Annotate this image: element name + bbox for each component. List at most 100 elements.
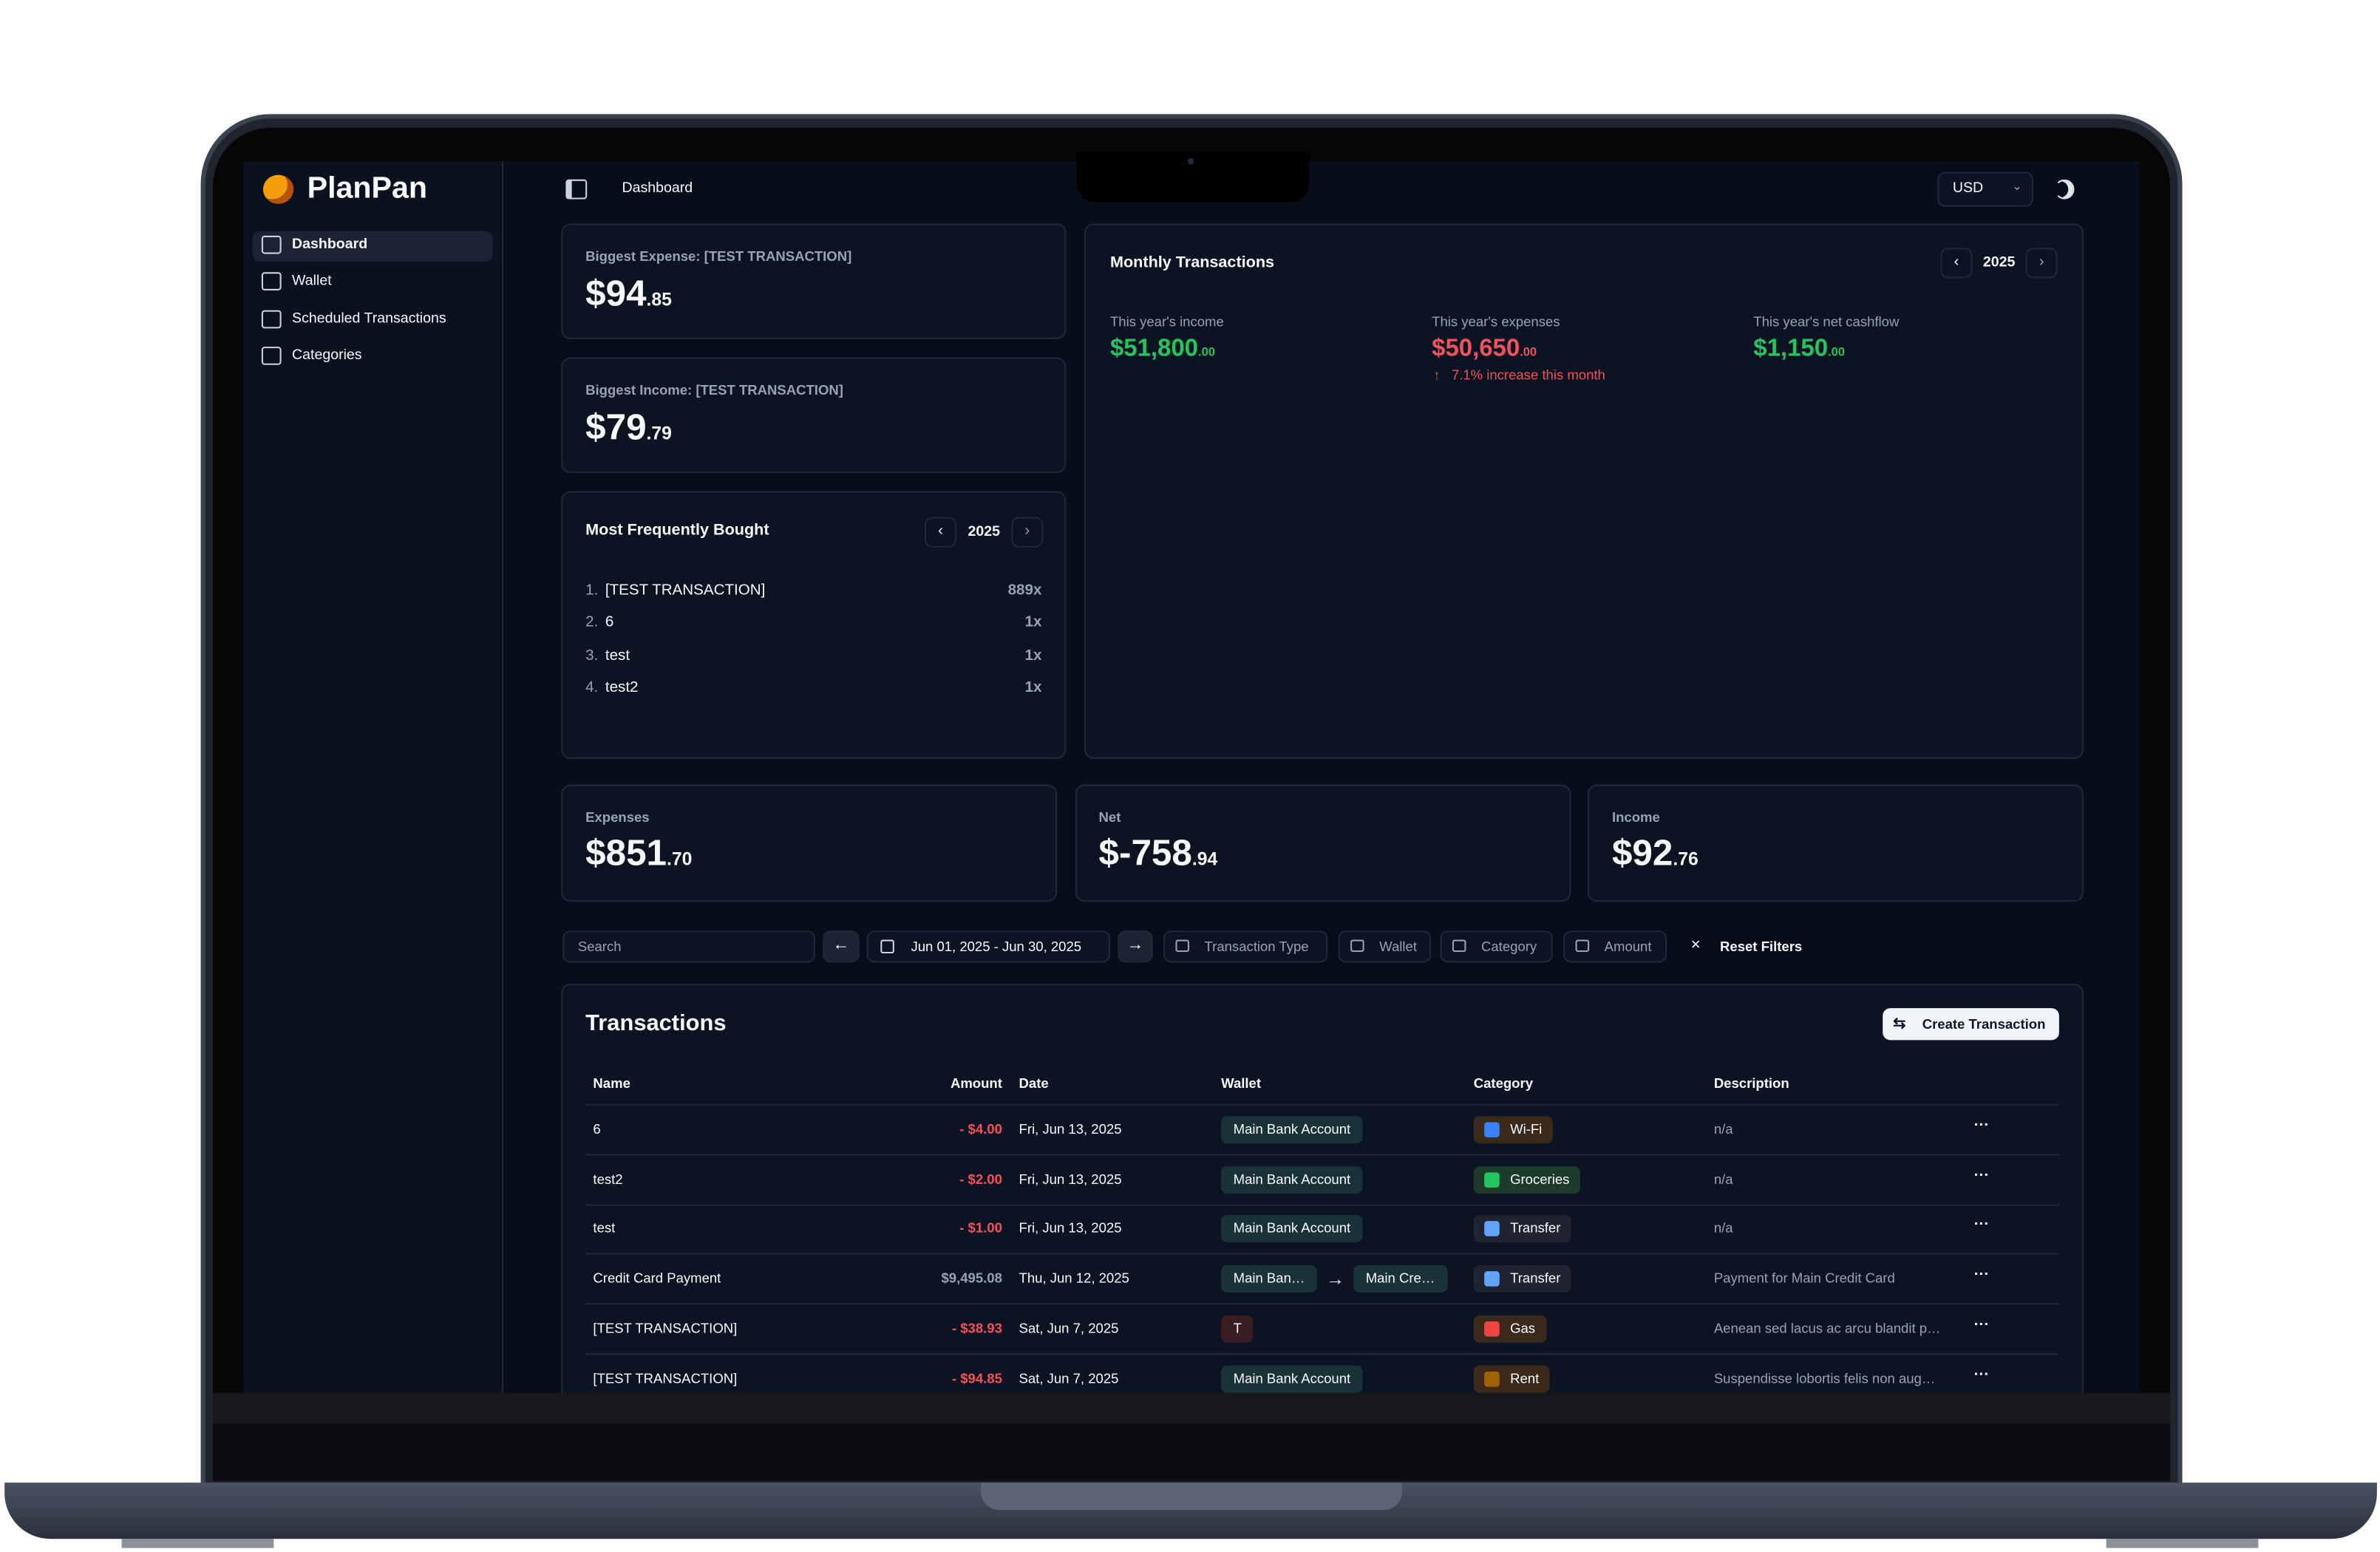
- category-icon: [1484, 1321, 1500, 1337]
- row-actions-button[interactable]: ···: [1973, 1117, 1990, 1134]
- nav-icon[interactable]: [261, 272, 282, 291]
- nav-item[interactable]: Categories: [292, 347, 362, 364]
- row-name: test2: [593, 1171, 623, 1187]
- row-description: Payment for Main Credit Card: [1713, 1270, 1895, 1286]
- filter-button[interactable]: [1338, 930, 1432, 963]
- monthly-title: Monthly Transactions: [1109, 253, 1275, 272]
- summary-card: [1588, 784, 2084, 902]
- nav-item[interactable]: Dashboard: [292, 236, 368, 253]
- nav-icon[interactable]: [261, 309, 282, 328]
- filter-button[interactable]: [1563, 930, 1667, 963]
- row-name: [TEST TRANSACTION]: [593, 1320, 738, 1336]
- search-input[interactable]: [562, 930, 815, 963]
- summary-label: Net: [1098, 809, 1121, 826]
- create-transaction-button[interactable]: [1883, 1008, 2059, 1041]
- bottom-bezel-dark: [213, 1423, 2171, 1482]
- column-header: Date: [1019, 1075, 1049, 1092]
- row-amount: - $38.93: [951, 1320, 1002, 1336]
- summary-amount: $851.70: [585, 833, 692, 875]
- category-chip: Wi-Fi: [1473, 1116, 1553, 1144]
- row-name: Credit Card Payment: [593, 1270, 721, 1286]
- row-amount: $9,495.08: [941, 1270, 1002, 1286]
- base-notch: [981, 1483, 1403, 1511]
- nav-icon[interactable]: [261, 235, 282, 254]
- create-icon: ⇆: [1893, 1015, 1906, 1032]
- frequent-rank: 2.: [585, 614, 599, 632]
- transfer-arrow: →: [1326, 1268, 1344, 1290]
- reset-filters-button[interactable]: Reset Filters: [1720, 938, 1803, 954]
- sidebar-toggle-button[interactable]: [565, 179, 588, 200]
- column-header: Name: [593, 1075, 630, 1092]
- row-divider: [585, 1303, 2059, 1305]
- frequent-name: test: [605, 647, 630, 664]
- date-prev-button[interactable]: [823, 930, 860, 963]
- column-header: Amount: [950, 1075, 1002, 1092]
- summary-amount-whole: $92: [1611, 833, 1673, 875]
- year-next-button[interactable]: [1011, 517, 1044, 548]
- category-icon: [1484, 1122, 1500, 1138]
- date-next-button[interactable]: [1118, 930, 1153, 963]
- row-name: test: [593, 1220, 616, 1236]
- row-actions-button[interactable]: ···: [1973, 1167, 1990, 1185]
- highlight-card: [561, 357, 1067, 473]
- highlight-amount-cents: .85: [646, 288, 672, 310]
- row-description: n/a: [1713, 1121, 1733, 1137]
- chevron: ‹: [1954, 253, 1959, 271]
- nav-icon[interactable]: [261, 346, 282, 365]
- camera-dot: [1187, 157, 1194, 165]
- arrow: ←: [832, 936, 850, 955]
- year-prev-button[interactable]: [1940, 248, 1973, 279]
- summary-amount-whole: $851: [585, 833, 667, 875]
- row-description: Suspendisse lobortis felis non aug…: [1713, 1369, 1936, 1386]
- chevron: ›: [1024, 523, 1030, 540]
- sidebar: [243, 161, 504, 1393]
- monthly-card: [1084, 223, 2084, 759]
- highlight-amount-whole: $94: [585, 273, 647, 315]
- wallet-chip: Main Bank Account: [1221, 1215, 1363, 1243]
- row-amount: - $2.00: [959, 1171, 1002, 1187]
- date-range-button[interactable]: [866, 930, 1110, 963]
- filter-label: Transaction Type: [1204, 938, 1309, 954]
- nav-active[interactable]: [252, 231, 493, 262]
- stat-note-arrow: ↑: [1433, 367, 1441, 383]
- row-amount: - $94.85: [951, 1369, 1002, 1386]
- row-amount: - $1.00: [959, 1220, 1002, 1236]
- wallet-name: Main Bank Account: [1233, 1171, 1351, 1187]
- frequent-count: 1x: [1024, 679, 1042, 697]
- summary-amount: $-758.94: [1098, 833, 1218, 875]
- wallet-name: Main Bank Account: [1233, 1121, 1351, 1137]
- year: 2025: [1982, 254, 2016, 271]
- filter-label: Wallet: [1379, 938, 1417, 954]
- category-chip: Transfer: [1473, 1265, 1571, 1293]
- row-actions-button[interactable]: ···: [1973, 1216, 1990, 1234]
- stat-amount-cents: .00: [1827, 345, 1845, 359]
- wallet-chip: Main Bank Account: [1221, 1165, 1363, 1194]
- chevron: ‹: [938, 523, 944, 540]
- year-prev-button[interactable]: [924, 517, 957, 548]
- category-icon: [1484, 1271, 1500, 1287]
- category-icon: [1484, 1221, 1500, 1237]
- feet: [121, 1539, 2259, 1548]
- transactions-title: Transactions: [585, 1010, 727, 1037]
- row-actions-button[interactable]: ···: [1973, 1316, 1990, 1334]
- header-divider: [585, 1103, 2059, 1106]
- row-date: Fri, Jun 13, 2025: [1019, 1171, 1122, 1187]
- theme-toggle-button[interactable]: [2054, 179, 2075, 200]
- currency: USD: [1952, 180, 1984, 197]
- filter-button[interactable]: [1163, 930, 1328, 963]
- wallet-name: Main Bank Account: [1233, 1220, 1351, 1236]
- row-actions-button[interactable]: ···: [1973, 1267, 1990, 1284]
- filter-button[interactable]: [1440, 930, 1553, 963]
- year-next-button[interactable]: [2025, 248, 2058, 279]
- summary-amount-whole: $-758: [1098, 833, 1192, 875]
- stat-amount-whole: $50,650: [1432, 336, 1520, 362]
- row-actions-button[interactable]: ···: [1973, 1366, 1990, 1383]
- currency-select-button[interactable]: [1937, 171, 2033, 207]
- nav-item[interactable]: Wallet: [292, 273, 332, 290]
- nav-item[interactable]: Scheduled Transactions: [292, 310, 446, 327]
- wallet-chip: Main Cre…: [1353, 1265, 1447, 1293]
- row-amount: - $4.00: [959, 1121, 1002, 1137]
